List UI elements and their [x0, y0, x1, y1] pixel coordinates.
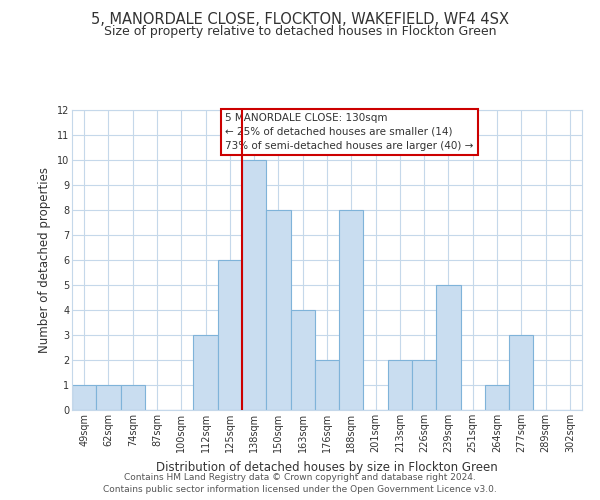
Bar	[339, 210, 364, 410]
Text: Size of property relative to detached houses in Flockton Green: Size of property relative to detached ho…	[104, 25, 496, 38]
Bar	[388, 360, 412, 410]
X-axis label: Distribution of detached houses by size in Flockton Green: Distribution of detached houses by size …	[156, 460, 498, 473]
Text: Contains public sector information licensed under the Open Government Licence v3: Contains public sector information licen…	[103, 485, 497, 494]
Text: 5 MANORDALE CLOSE: 130sqm
← 25% of detached houses are smaller (14)
73% of semi-: 5 MANORDALE CLOSE: 130sqm ← 25% of detac…	[225, 113, 473, 151]
Bar	[315, 360, 339, 410]
Bar	[290, 310, 315, 410]
Bar	[242, 160, 266, 410]
Bar	[436, 285, 461, 410]
Y-axis label: Number of detached properties: Number of detached properties	[38, 167, 51, 353]
Text: 5, MANORDALE CLOSE, FLOCKTON, WAKEFIELD, WF4 4SX: 5, MANORDALE CLOSE, FLOCKTON, WAKEFIELD,…	[91, 12, 509, 28]
Bar	[218, 260, 242, 410]
Bar	[96, 385, 121, 410]
Bar	[193, 335, 218, 410]
Text: Contains HM Land Registry data © Crown copyright and database right 2024.: Contains HM Land Registry data © Crown c…	[124, 472, 476, 482]
Bar	[121, 385, 145, 410]
Bar	[412, 360, 436, 410]
Bar	[266, 210, 290, 410]
Bar	[485, 385, 509, 410]
Bar	[72, 385, 96, 410]
Bar	[509, 335, 533, 410]
